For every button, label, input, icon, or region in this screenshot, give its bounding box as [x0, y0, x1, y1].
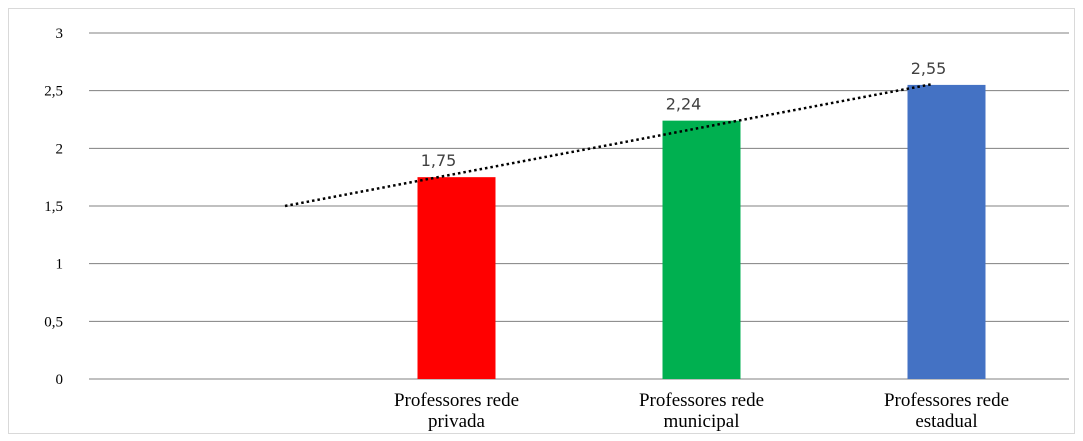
y-axis-tick-labels: 0 0,5 1 1,5 2 2,5 3: [44, 26, 63, 388]
data-label-1: 1,75: [421, 151, 457, 170]
data-label-3: 2,55: [911, 59, 947, 78]
category-label-3-line-1: Professores rede: [884, 390, 1009, 411]
category-label-3: Professores rede estadual: [884, 390, 1009, 432]
bars: [417, 84, 986, 380]
trendline: [284, 83, 932, 208]
y-tick-label-0: 0: [56, 372, 64, 388]
data-labels: 1,75 2,24 2,55: [421, 59, 947, 170]
bar-2: [662, 120, 741, 380]
category-label-2: Professores rede municipal: [639, 390, 764, 432]
y-tick-label-3: 1,5: [44, 199, 63, 215]
category-label-1-line-1: Professores rede: [394, 390, 519, 411]
category-label-2-line-1: Professores rede: [639, 390, 764, 411]
y-tick-label-1: 0,5: [44, 314, 63, 330]
category-label-1: Professores rede privada: [394, 390, 519, 432]
bar-chart: 0 0,5 1 1,5 2 2,5 3 1,75 2,24 2,55 Professores r…: [44, 26, 1069, 432]
category-label-1-line-2: privada: [428, 411, 486, 432]
gridlines: [89, 32, 1069, 380]
y-tick-label-4: 2: [56, 141, 64, 157]
y-tick-label-5: 2,5: [44, 84, 63, 100]
chart-frame: 0 0,5 1 1,5 2 2,5 3 1,75 2,24 2,55 Professores r…: [8, 8, 1075, 434]
trendline-group: [284, 83, 932, 208]
data-label-2: 2,24: [666, 95, 702, 114]
category-label-2-line-2: municipal: [664, 411, 740, 432]
y-tick-label-6: 3: [56, 26, 64, 42]
bar-3: [907, 84, 986, 380]
category-label-3-line-2: estadual: [915, 411, 977, 432]
y-tick-label-2: 1: [56, 257, 64, 273]
bar-1: [417, 177, 496, 379]
